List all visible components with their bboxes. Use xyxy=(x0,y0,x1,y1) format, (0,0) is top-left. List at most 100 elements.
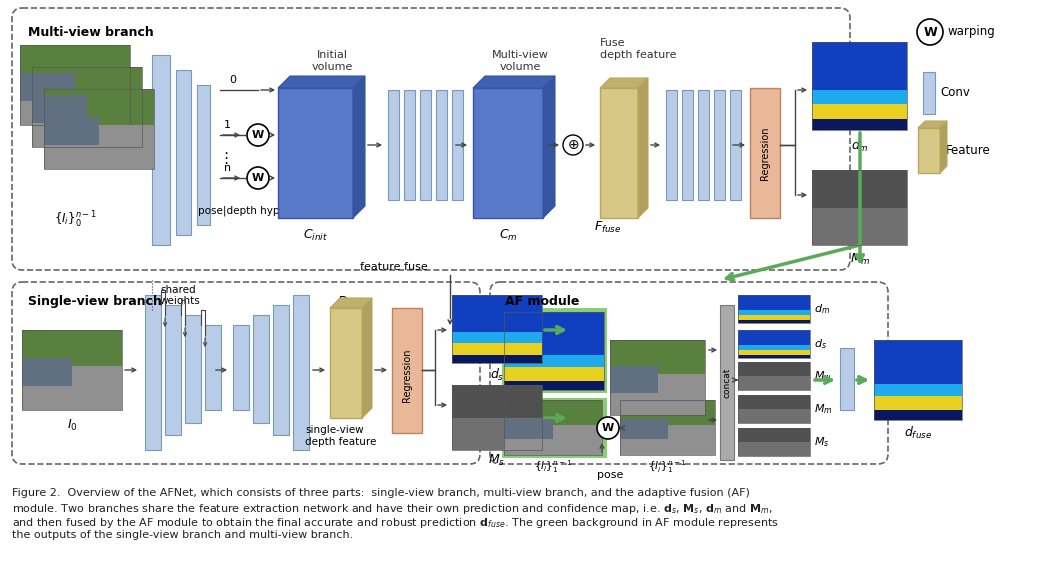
Bar xyxy=(504,425,602,455)
Bar xyxy=(739,362,810,376)
Polygon shape xyxy=(940,121,947,173)
Text: and then fused by the AF module to obtain the final accurate and robust predicti: and then fused by the AF module to obtai… xyxy=(12,516,778,530)
Bar xyxy=(44,89,154,169)
Text: $d_m$: $d_m$ xyxy=(851,138,869,154)
Bar xyxy=(145,295,161,450)
Bar xyxy=(923,72,935,114)
Bar xyxy=(739,355,810,358)
Text: $M_s$: $M_s$ xyxy=(814,435,829,449)
Bar xyxy=(682,90,693,200)
Polygon shape xyxy=(473,76,555,88)
Bar xyxy=(32,67,142,147)
Bar xyxy=(20,45,130,125)
Bar xyxy=(504,355,604,366)
Bar xyxy=(839,348,854,410)
Text: 0: 0 xyxy=(229,75,237,85)
Bar xyxy=(294,295,309,450)
Bar xyxy=(452,295,542,363)
Text: ⋮: ⋮ xyxy=(219,150,234,165)
Bar xyxy=(714,90,725,200)
Bar xyxy=(452,343,542,355)
Polygon shape xyxy=(278,76,365,88)
Text: $\{I_i\}_1^{n-1}$: $\{I_i\}_1^{n-1}$ xyxy=(534,458,572,475)
Text: $\oplus$: $\oplus$ xyxy=(567,138,580,152)
Bar xyxy=(32,103,142,147)
Bar xyxy=(739,395,810,423)
Circle shape xyxy=(596,417,619,439)
Bar xyxy=(739,320,810,323)
Bar xyxy=(151,55,170,245)
Bar xyxy=(388,90,399,200)
Bar xyxy=(252,315,269,423)
Bar xyxy=(739,330,810,358)
Text: AF module: AF module xyxy=(505,295,580,308)
Bar xyxy=(22,330,122,410)
Text: $F_{fuse}$: $F_{fuse}$ xyxy=(594,220,622,235)
Bar xyxy=(20,45,130,125)
Text: warping: warping xyxy=(948,25,996,39)
Text: Regression: Regression xyxy=(402,348,412,401)
Bar xyxy=(44,125,154,169)
Text: Fuse
depth feature: Fuse depth feature xyxy=(600,39,676,60)
Bar xyxy=(330,308,362,418)
Polygon shape xyxy=(600,78,648,88)
Bar xyxy=(620,419,668,438)
Text: $D_s$: $D_s$ xyxy=(337,295,353,310)
Bar xyxy=(739,330,810,358)
Bar xyxy=(232,325,249,410)
Bar xyxy=(600,88,638,218)
Bar xyxy=(739,314,810,320)
Text: Conv: Conv xyxy=(940,86,970,100)
Bar xyxy=(812,170,907,245)
Bar xyxy=(176,70,191,235)
Bar xyxy=(452,385,542,450)
Bar xyxy=(165,305,181,435)
Bar xyxy=(697,90,709,200)
Bar xyxy=(452,332,542,343)
Bar xyxy=(436,90,447,200)
Bar xyxy=(812,119,907,130)
Polygon shape xyxy=(353,76,365,218)
Text: $d_s$: $d_s$ xyxy=(814,337,827,351)
Bar xyxy=(739,295,810,310)
Bar xyxy=(452,385,542,450)
Bar xyxy=(278,88,353,218)
Text: $d_s$: $d_s$ xyxy=(490,367,504,383)
Bar xyxy=(504,381,604,390)
Bar xyxy=(205,325,221,410)
Bar xyxy=(274,305,289,435)
Bar xyxy=(620,425,715,455)
Bar xyxy=(739,428,810,456)
Bar xyxy=(812,170,907,245)
Bar xyxy=(32,67,142,147)
Bar xyxy=(874,340,962,420)
Text: the outputs of the single-view branch and multi-view branch.: the outputs of the single-view branch an… xyxy=(12,530,353,540)
Bar xyxy=(452,295,542,363)
Bar xyxy=(504,366,604,381)
Bar xyxy=(730,90,741,200)
Polygon shape xyxy=(330,298,372,308)
Bar xyxy=(812,42,907,130)
Bar xyxy=(20,81,130,125)
Text: $d_m$: $d_m$ xyxy=(814,302,830,316)
Text: $M_s$: $M_s$ xyxy=(488,453,506,468)
Bar xyxy=(739,346,810,350)
Text: Multi-view branch: Multi-view branch xyxy=(28,26,154,39)
Bar xyxy=(610,340,705,415)
Bar xyxy=(739,395,810,409)
Bar xyxy=(812,170,907,207)
Bar xyxy=(620,400,715,455)
Bar xyxy=(874,340,962,420)
Text: $\{I_i'\}_1^{n-1}$: $\{I_i'\}_1^{n-1}$ xyxy=(648,458,687,475)
Text: feature fuse: feature fuse xyxy=(360,262,428,272)
Text: W: W xyxy=(923,25,937,39)
Bar xyxy=(610,374,705,415)
Bar xyxy=(20,73,75,101)
Bar xyxy=(739,310,810,314)
Bar xyxy=(420,90,431,200)
Bar xyxy=(44,117,99,145)
Bar xyxy=(185,315,201,423)
Text: Regression: Regression xyxy=(760,126,770,180)
Bar xyxy=(502,398,607,458)
Text: $M_m$: $M_m$ xyxy=(850,252,870,267)
